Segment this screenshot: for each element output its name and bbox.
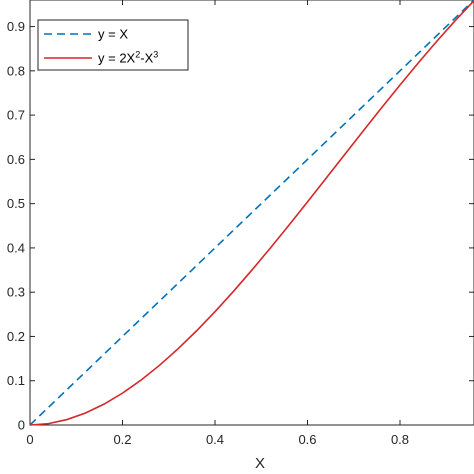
x-tick-label: 0.8 bbox=[391, 432, 409, 447]
y-tick-label: 0.3 bbox=[7, 285, 25, 300]
legend-label-y-eq-x: y = X bbox=[98, 27, 128, 42]
axes-frame bbox=[29, 0, 474, 426]
legend-label-cubic: y = 2X2-X3 bbox=[98, 50, 158, 66]
y-tick-label: 0.9 bbox=[7, 19, 25, 34]
x-tick-label: 0.2 bbox=[113, 432, 131, 447]
y-tick-label: 0.8 bbox=[7, 63, 25, 78]
y-tick-label: 0.6 bbox=[7, 152, 25, 167]
y-tick-label: 0.4 bbox=[7, 240, 25, 255]
y-tick-label: 0.1 bbox=[7, 373, 25, 388]
legend-box bbox=[37, 19, 189, 71]
y-tick-label: 0.2 bbox=[7, 329, 25, 344]
x-tick-label: 0.4 bbox=[206, 432, 224, 447]
series-line-y-eq-x bbox=[29, 0, 474, 426]
series-line-cubic bbox=[29, 0, 474, 426]
y-tick-label: 0.7 bbox=[7, 108, 25, 123]
legend: y = X y = 2X2-X3 bbox=[37, 19, 189, 71]
x-tick-label: 0 bbox=[26, 432, 33, 447]
y-tick-label: 0.5 bbox=[7, 196, 25, 211]
x-tick-label: 0.6 bbox=[298, 432, 316, 447]
y-tick-label: 0 bbox=[18, 418, 25, 433]
x-axis-label: X bbox=[255, 455, 265, 472]
plot-area: 0 0.2 0.4 0.6 0.8 0 0.1 0.2 0.3 0.4 0.5 0.6 0.7 0.8 0.… bbox=[7, 0, 474, 447]
